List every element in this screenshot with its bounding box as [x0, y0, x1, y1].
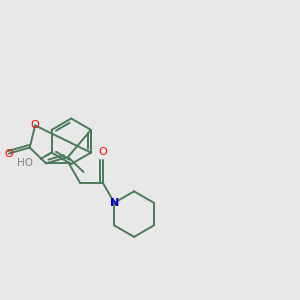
Text: O: O: [4, 148, 13, 159]
Text: N: N: [110, 198, 119, 208]
Text: HO: HO: [17, 158, 33, 168]
Text: O: O: [99, 147, 107, 158]
Text: O: O: [31, 121, 40, 130]
